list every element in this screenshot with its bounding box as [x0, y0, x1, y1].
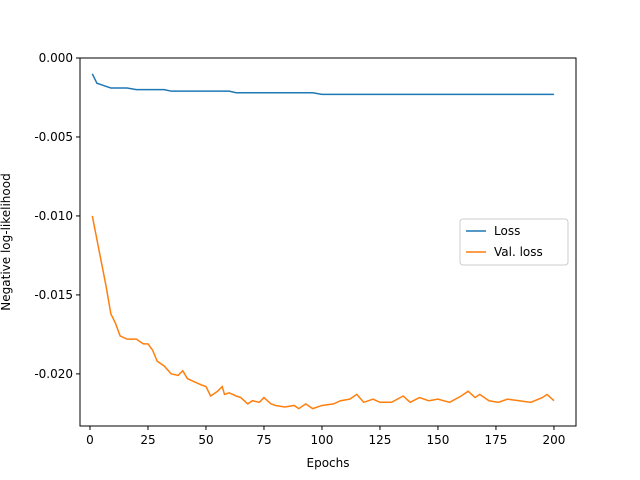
- x-tick-label: 75: [256, 433, 271, 447]
- series-line: [91, 73, 554, 96]
- plot-frame: [79, 57, 577, 427]
- x-axis-label: Epochs: [307, 456, 350, 470]
- y-tick-label: -0.015: [34, 288, 73, 302]
- y-tick-label: -0.005: [34, 130, 73, 144]
- legend-label: Loss: [494, 224, 520, 238]
- x-tick-label: 0: [86, 433, 94, 447]
- y-tick-label: -0.010: [34, 209, 73, 223]
- x-tick-label: 100: [311, 433, 334, 447]
- x-tick-label: 50: [198, 433, 213, 447]
- x-tick-label: 150: [427, 433, 450, 447]
- series-line: [91, 215, 555, 410]
- x-tick-label: 200: [543, 433, 566, 447]
- y-axis-label: Negative log-likelihood: [0, 173, 13, 310]
- x-tick-label: 125: [369, 433, 392, 447]
- x-tick-label: 25: [140, 433, 155, 447]
- y-tick-label: -0.020: [34, 367, 73, 381]
- legend-box: [459, 218, 569, 266]
- x-tick-label: 175: [485, 433, 508, 447]
- legend-label: Val. loss: [494, 245, 543, 259]
- y-tick-label: 0.000: [39, 51, 73, 65]
